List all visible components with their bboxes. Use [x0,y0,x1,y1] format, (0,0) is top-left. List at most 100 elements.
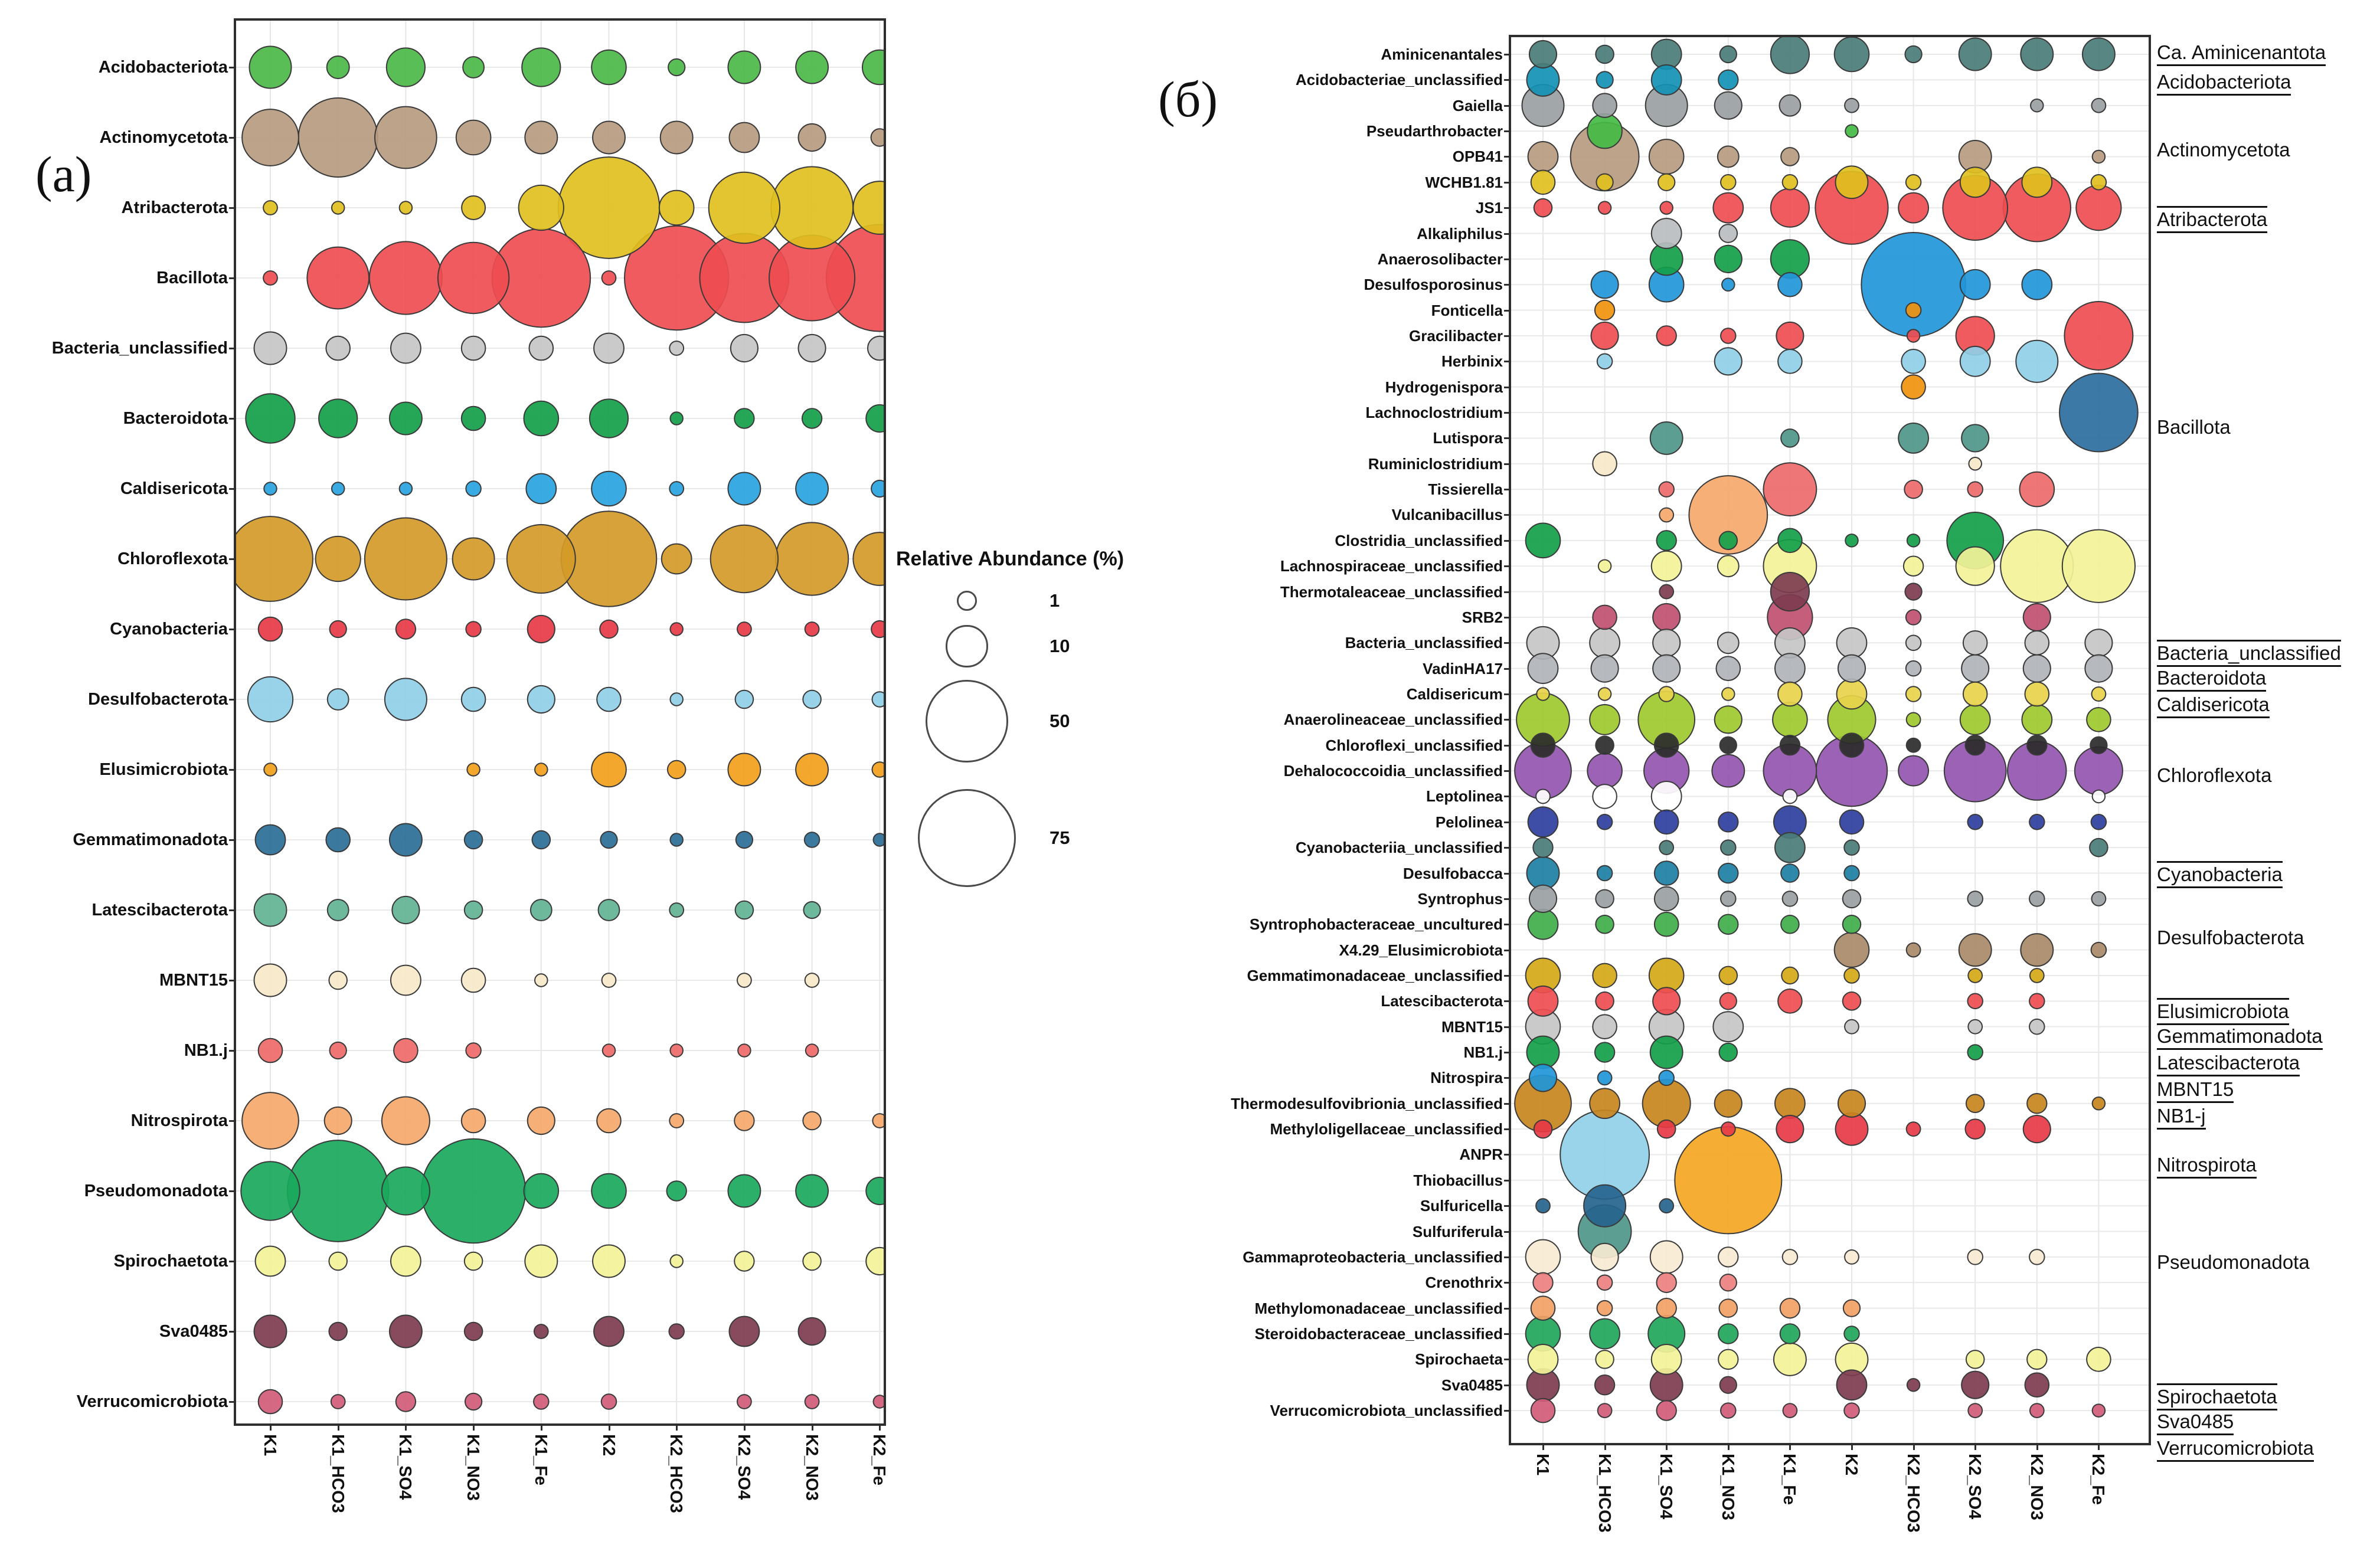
bubble-Gaiella-K2_NO3 [2030,98,2044,113]
bubble-Desulfobacterota-K1_SO4 [384,678,427,721]
y-label-Bacteria_unclassified: Bacteria_unclassified [1345,634,1503,652]
bubble-Atribacterota-K2_SO4 [708,171,781,244]
y-label-Clostridia_unclassified: Clostridia_unclassified [1335,531,1503,549]
bubble-MBNT15-K1_NO3 [1712,1011,1744,1043]
y-label-Caldisericum: Caldisericum [1406,685,1503,703]
bubble-Bacteroidota-K2_SO4 [734,408,755,429]
bubble-Atribacterota-K1 [263,200,278,215]
bubble-Verrucomicrobiota_unclassified-K1_HCO3 [1597,1403,1613,1418]
bubble-Latescibacterota-K1 [253,893,287,927]
bubble-Verrucomicrobiota-K2_NO3 [804,1394,820,1409]
bubble-Spirochaetota-K1_Fe [524,1244,558,1278]
bubble-MBNT15-K2 [1844,1019,1859,1035]
bubble-Clostridia_unclassified-K2 [1845,534,1859,548]
bubble-Actinomycetota-K1 [241,109,299,166]
y-label-Latescibacterota: Latescibacterota [91,901,228,919]
bubble-Cyanobacteria-K1_Fe [527,614,555,644]
phylum-label-Pseudomonadota: Pseudomonadota [2157,1251,2310,1273]
bubble-Thermodesulfovibrionia_unclassified-K1_Fe [1774,1088,1806,1120]
bubble-Atribacterota-K2_Fe [852,181,884,235]
y-tick [229,558,235,560]
bubble-Lachnospiraceae_unclassified-K2_SO4 [1955,546,1995,586]
bubble-Chloroflexota-K1_Fe [506,524,576,594]
y-tick [1504,616,1510,618]
x-label-K2_SO4-panel-b: K2_SO4 [1965,1454,1985,1520]
bubble-Desulfobacterota-K1_NO3 [460,686,486,712]
y-tick [1504,514,1510,516]
x-tick [405,1423,407,1431]
y-label-Bacillota: Bacillota [156,269,228,287]
y-label-Sva0485: Sva0485 [1441,1376,1503,1394]
bubble-Methyloligellaceae_unclassified-K2_HCO3 [1905,1121,1921,1137]
bubble-Chloroflexi_unclassified-K1_Fe [1779,735,1801,756]
bubble-Verrucomicrobiota-K2_SO4 [737,1394,752,1409]
bubble-Acidobacteriota-K2 [591,49,627,86]
y-tick [1504,1154,1510,1156]
bubble-Atribacterota-K2_HCO3 [658,189,695,226]
bubble-Dehalococcoidia_unclassified-K1_HCO3 [1587,752,1623,789]
bubble-Elusimicrobiota-K2 [591,751,627,788]
x-tick [270,1423,272,1431]
bubble-Sva0485-K1_Fe [533,1324,549,1339]
bubble-Tissierella-K2_NO3 [2019,471,2055,508]
bubble-Cyanobacteria-K1_SO4 [395,618,417,640]
x-label-K2-panel-b: K2 [1842,1454,1861,1476]
legend-circle-10 [946,625,988,667]
y-tick [229,1050,235,1052]
bubble-Gammaproteobacteria_unclassified-K1_HCO3 [1590,1242,1619,1271]
bubble-Caldisericum-K2_SO4 [1962,681,1988,707]
x-tick [743,1423,746,1431]
bubble-Bacteria_unclassified-K2_NO3 [797,333,826,363]
bubble-Bacteria_unclassified-K2_HCO3 [669,341,685,356]
bubble-Hydrogenispora-K2_HCO3 [1901,374,1926,400]
y-label-Fonticella: Fonticella [1431,301,1503,319]
bubble-Syntrophus-K1_SO4 [1653,886,1679,912]
bubble-Herbinix-K2_SO4 [1959,345,1991,377]
bubble-NB1.j-K1_SO4 [1649,1035,1683,1069]
bubble-Bacteria_unclassified-K1_HCO3 [1589,627,1621,659]
x-tick [1789,1443,1791,1450]
legend-value: 50 [1050,711,1070,731]
bubble-MBNT15-K2_SO4 [1967,1019,1983,1035]
x-tick [1604,1443,1606,1450]
bubble-Spirochaetota-K2_NO3 [802,1251,822,1271]
bubble-JS1-K1 [1533,198,1553,218]
bubble-Sulfuricella-K1_SO4 [1659,1198,1675,1214]
bubble-Chloroflexota-K1_HCO3 [315,535,361,582]
bubble-Alkaliphilus-K1_NO3 [1718,224,1738,243]
bubble-Steroidobacteraceae_unclassified-K1_NO3 [1718,1323,1739,1344]
bubble-Verrucomicrobiota_unclassified-K2 [1843,1402,1860,1419]
bubble-Gaiella-K2 [1844,97,1859,113]
bubble-Tissierella-K2_SO4 [1967,481,1983,498]
bubble-VadinHA17-K1_NO3 [1715,656,1741,681]
y-label-NB1.j: NB1.j [184,1041,228,1060]
y-tick [1504,744,1510,747]
y-tick [1504,335,1510,337]
bubble-Aminicenantales-K2_NO3 [2020,37,2054,71]
bubble-OPB41-K1_NO3 [1717,145,1740,168]
bubble-Cyanobacteria-K2_SO4 [737,621,752,637]
bubble-Desulfobacterota-K2_NO3 [802,689,822,709]
bubble-Atribacterota-K2_NO3 [770,166,854,250]
y-tick [1504,361,1510,363]
bubble-Syntrophobacteraceae_uncultured-K1_NO3 [1718,914,1739,935]
y-label-Atribacterota: Atribacterota [121,198,228,217]
bubble-Tissierella-K2_HCO3 [1904,479,1923,499]
bubble-Actinomycetota-K1_NO3 [455,119,492,156]
bubble-Caldisericota-K2_Fe [871,479,884,498]
bubble-Sva0485-K2_SO4 [1961,1370,1990,1399]
bubble-X4.29_Elusimicrobiota-K2 [1833,932,1870,968]
bubble-Sulfuricella-K1 [1535,1198,1551,1214]
bubble-Bacillota-K1 [263,270,278,286]
bubble-Actinomycetota-K2_NO3 [797,123,826,152]
x-label-K2_NO3-panel-b: K2_NO3 [2026,1454,2046,1520]
bubble-Herbinix-K2_NO3 [2015,339,2059,383]
bubble-Lachnospiraceae_unclassified-K1_HCO3 [1597,559,1612,573]
bubble-Thiobacillus-K1_NO3 [1674,1126,1783,1235]
y-label-Steroidobacteraceae_unclassified: Steroidobacteraceae_unclassified [1254,1325,1503,1343]
bubble-Latescibacterota-K1_SO4 [1652,987,1681,1016]
bubble-Latescibacterota-K2_SO4 [734,900,754,920]
y-tick [1504,1179,1510,1182]
y-tick [229,699,235,701]
bubble-Gammaproteobacteria_unclassified-K2_SO4 [1967,1249,1983,1265]
